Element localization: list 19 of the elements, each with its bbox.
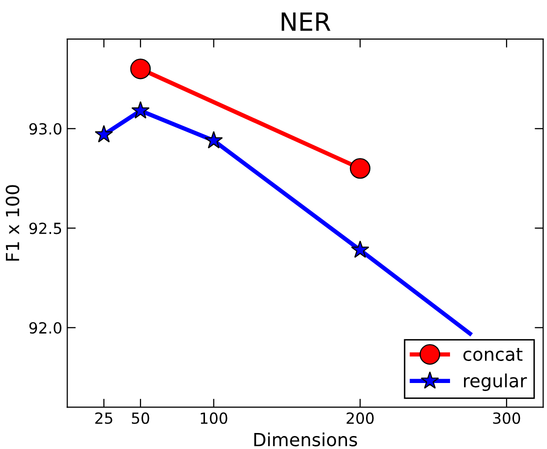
x-tick-label: 300 xyxy=(493,412,520,424)
x-tick-label: 50 xyxy=(132,412,150,424)
point xyxy=(94,125,114,142)
point xyxy=(350,240,370,258)
point xyxy=(350,158,370,179)
x-tick-label: 200 xyxy=(346,412,374,424)
chart-title: NER xyxy=(282,12,330,31)
x-tick-label: 25 xyxy=(95,412,112,424)
y-tick-label: 92.5 xyxy=(29,222,62,234)
point xyxy=(131,101,150,119)
legend-label: regular xyxy=(464,374,527,391)
point xyxy=(204,130,223,148)
legend-label: concat xyxy=(463,348,522,361)
point xyxy=(130,58,151,80)
x-tick-label: 100 xyxy=(200,412,228,424)
y-tick-label: 93.0 xyxy=(29,123,62,135)
y-tick-label: 92.0 xyxy=(29,322,62,334)
x-axis-title: Dimensions xyxy=(254,432,358,446)
y-axis-title: F1 x 100 xyxy=(6,185,20,261)
